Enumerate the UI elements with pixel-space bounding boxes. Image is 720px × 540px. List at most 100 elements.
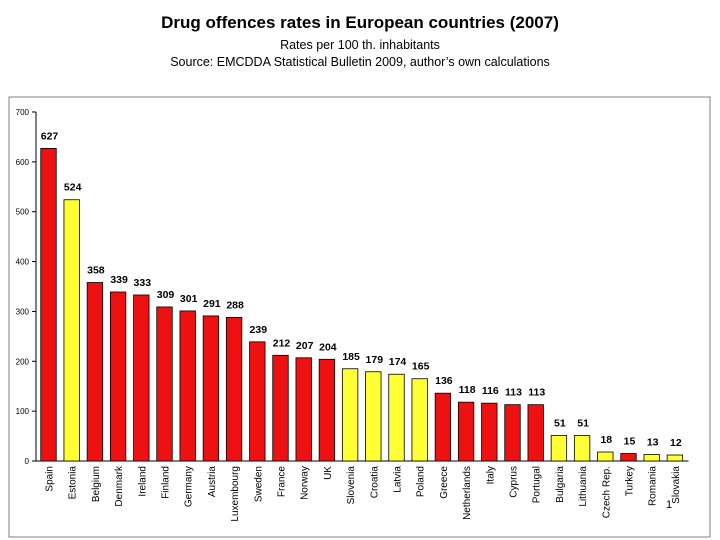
slide-number: 1: [666, 499, 672, 511]
chart-area-border: [8, 96, 711, 538]
data-label: 204: [319, 341, 337, 353]
x-tick-label: Lithuania: [578, 466, 589, 507]
x-tick-label: Netherlands: [462, 466, 473, 520]
data-label: 13: [647, 437, 659, 449]
data-label: 207: [296, 340, 314, 352]
x-tick-label: Spain: [45, 466, 56, 492]
x-tick-label: Germany: [184, 466, 195, 507]
data-labels: 627 524 358 339 333 309 301 291 288 239 212 207 204 1…: [41, 130, 682, 449]
y-tick-label: 500: [16, 208, 30, 217]
bar-denmark: [109, 291, 127, 462]
data-label: 524: [64, 182, 82, 194]
x-tick-label: Croatia: [369, 466, 380, 499]
x-tick-label: Finland: [161, 466, 172, 499]
x-tick-label: Italy: [485, 466, 496, 484]
data-label: 239: [250, 324, 268, 336]
bar-italy: [481, 402, 498, 462]
data-label: 12: [670, 437, 682, 449]
x-tick-label: Bulgaria: [555, 466, 566, 503]
chart-subtitle: Rates per 100 th. inhabitants: [280, 38, 440, 52]
x-tick-label: Ireland: [137, 466, 148, 497]
bar-uk: [318, 358, 336, 462]
bar-france: [272, 354, 289, 462]
x-tick-label: Slovenia: [346, 466, 357, 505]
x-tick-label: Greece: [439, 466, 450, 499]
x-tick-label: Czech Rep.: [601, 466, 612, 518]
data-label: 291: [203, 298, 221, 310]
bar-poland: [411, 378, 428, 462]
data-label: 118: [459, 384, 476, 396]
y-tick-label: 200: [16, 357, 30, 366]
bar-sweden: [249, 341, 266, 462]
bar-czech-rep: [597, 451, 614, 462]
data-label: 113: [505, 387, 522, 399]
bar-latvia: [388, 373, 405, 462]
data-label: 18: [600, 434, 612, 446]
x-tick-label: Poland: [416, 466, 427, 497]
y-tick-label: 700: [16, 108, 30, 117]
data-label: 212: [273, 337, 291, 349]
x-tick-label: Luxembourg: [230, 466, 241, 522]
x-tick-label: Cyprus: [509, 466, 520, 498]
bar-germany: [179, 310, 196, 462]
x-tick-label: Norway: [300, 466, 311, 500]
x-tick-label: Estonia: [68, 466, 79, 500]
data-label: 51: [554, 418, 566, 430]
bar-spain: [40, 147, 57, 462]
chart-source: Source: EMCDDA Statistical Bulletin 2009…: [170, 55, 550, 69]
bars: [40, 147, 684, 462]
data-label: 15: [624, 436, 636, 448]
bar-norway: [295, 357, 312, 462]
data-label: 288: [226, 299, 244, 311]
x-tick-label: France: [277, 466, 288, 498]
data-label: 174: [389, 356, 407, 368]
bar-luxembourg: [225, 317, 243, 462]
bar-romania: [643, 454, 660, 462]
y-tick-label: 400: [16, 258, 30, 267]
bar-belgium: [86, 282, 104, 462]
bar-netherlands: [457, 401, 475, 462]
y-tick-label: 600: [16, 158, 30, 167]
data-label: 165: [412, 361, 430, 373]
bar-slovakia: [666, 454, 684, 462]
x-tick-label: Turkey: [625, 466, 636, 496]
bar-bulgaria: [550, 435, 568, 462]
data-label: 301: [180, 293, 198, 305]
x-tick-label: Slovakia: [671, 466, 682, 504]
bar-estonia: [63, 199, 80, 462]
data-label: 179: [366, 354, 384, 366]
data-label: 333: [134, 277, 152, 289]
y-axis: 0 100 200 300 400 500 600 700: [16, 108, 689, 466]
x-tick-label: UK: [323, 466, 334, 480]
x-tick-label: Denmark: [114, 465, 125, 507]
data-label: 116: [482, 385, 499, 397]
data-label: 309: [157, 289, 175, 301]
bar-portugal: [527, 404, 544, 462]
bar-slovenia: [341, 368, 359, 462]
x-tick-label: Romania: [648, 466, 659, 506]
data-label: 358: [87, 265, 105, 277]
x-tick-label: Sweden: [253, 466, 264, 502]
x-axis-labels: Spain Estonia Belgium Denmark Ireland Finland…: [45, 465, 682, 522]
y-tick-label: 0: [25, 457, 30, 466]
x-tick-label: Belgium: [91, 466, 102, 502]
bar-lithuania: [573, 435, 591, 462]
data-label: 136: [435, 375, 453, 387]
bar-croatia: [365, 371, 382, 462]
data-label: 113: [528, 387, 545, 399]
data-label: 185: [342, 351, 360, 363]
chart-title: Drug offences rates in European countrie…: [161, 13, 559, 32]
bar-turkey: [620, 453, 637, 462]
y-tick-label: 100: [16, 407, 30, 416]
bar-austria: [202, 315, 220, 462]
bar-greece: [434, 392, 452, 462]
data-label: 339: [110, 274, 128, 286]
x-tick-label: Austria: [207, 466, 218, 498]
x-tick-label: Latvia: [393, 466, 404, 493]
y-tick-label: 300: [16, 307, 30, 316]
data-label: 51: [577, 418, 589, 430]
bar-cyprus: [504, 404, 521, 462]
x-tick-label: Portugal: [532, 466, 543, 503]
data-label: 627: [41, 130, 59, 142]
